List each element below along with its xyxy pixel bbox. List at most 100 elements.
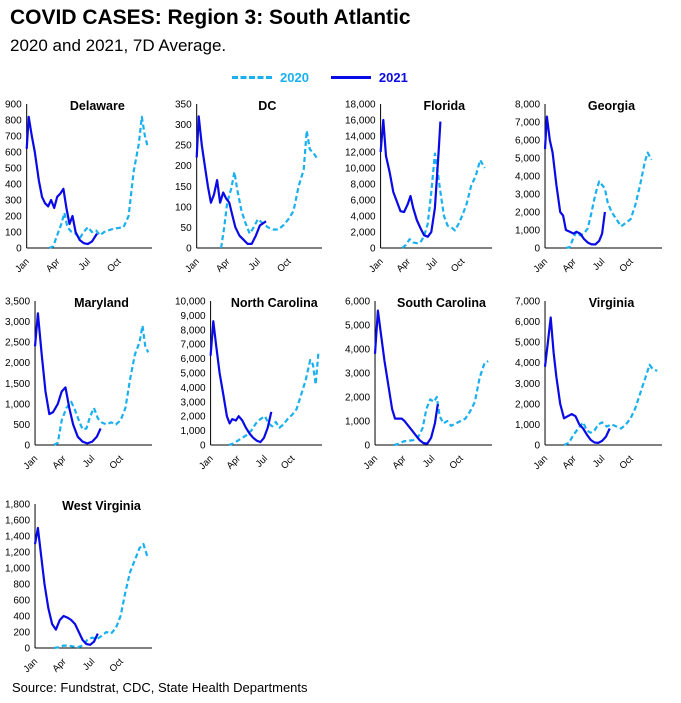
x-tick-label: Oct (275, 256, 293, 274)
y-tick-label: 150 (175, 182, 192, 193)
y-tick-label: 18,000 (345, 100, 376, 111)
series-line-2021 (373, 309, 439, 445)
y-tick-label: 8,000 (181, 325, 206, 336)
y-tick-label: 3,000 (181, 397, 206, 408)
y-tick-label: 1,000 (5, 564, 30, 575)
y-tick-label: 1,800 (5, 500, 30, 511)
x-tick-label: Jan (22, 656, 41, 675)
y-tick-label: 5,000 (345, 321, 370, 332)
series-line-2020 (401, 152, 486, 249)
x-tick-label: Jul (254, 453, 270, 469)
x-tick-label: Jul (591, 256, 607, 272)
series-line-2020 (48, 115, 149, 250)
y-tick-label: 10,000 (345, 164, 376, 175)
y-tick-label: 3,000 (515, 190, 540, 201)
y-tick-label: 0 (24, 441, 30, 452)
y-tick-label: 6,000 (351, 196, 376, 207)
x-tick-label: Jan (22, 453, 41, 472)
y-tick-label: 9,000 (181, 311, 206, 322)
y-tick-label: 1,200 (5, 548, 30, 559)
panel-title: Maryland (74, 296, 129, 310)
x-tick-label: Apr (214, 256, 232, 274)
y-tick-label: 600 (13, 596, 30, 607)
y-tick-label: 3,500 (5, 297, 30, 308)
y-tick-label: 800 (5, 116, 22, 127)
y-tick-label: 1,000 (515, 226, 540, 237)
panel-title: North Carolina (231, 296, 319, 310)
series-line-2021 (543, 316, 611, 444)
y-tick-label: 400 (5, 180, 22, 191)
series-line-2021 (543, 115, 606, 246)
y-tick-label: 100 (175, 202, 192, 213)
x-tick-label: Jan (532, 256, 551, 275)
x-tick-label: Jul (591, 453, 607, 469)
panel-virginia: 0 1,000 2,000 3,000 4,000 5,000 6,000 7,000 Jan A… (515, 296, 662, 472)
y-tick-label: 6,000 (181, 354, 206, 365)
x-tick-label: Apr (390, 453, 408, 471)
y-tick-label: 6,000 (345, 297, 370, 308)
y-tick-label: 4,000 (351, 212, 376, 223)
x-tick-label: Apr (50, 656, 68, 674)
y-tick-label: 3,000 (5, 317, 30, 328)
y-tick-label: 2,000 (515, 208, 540, 219)
legend-item-2021: 2021 (330, 70, 408, 85)
y-tick-label: 1,500 (5, 379, 30, 390)
x-tick-label: Apr (225, 453, 243, 471)
y-tick-label: 16,000 (345, 116, 376, 127)
x-tick-label: Apr (560, 453, 578, 471)
y-tick-label: 8,000 (351, 180, 376, 191)
y-tick-label: 2,000 (5, 358, 30, 369)
series-line-2021 (379, 118, 442, 238)
x-tick-label: Oct (108, 453, 126, 471)
y-tick-label: 200 (13, 628, 30, 639)
y-tick-label: 0 (200, 441, 206, 452)
y-tick-label: 6,000 (515, 317, 540, 328)
y-tick-label: 5,000 (515, 338, 540, 349)
legend-swatch-2020 (232, 76, 272, 79)
y-tick-label: 7,000 (181, 340, 206, 351)
series-line-2021 (33, 526, 99, 646)
y-tick-label: 14,000 (345, 132, 376, 143)
y-tick-label: 900 (5, 100, 22, 111)
y-tick-label: 0 (370, 244, 376, 255)
x-tick-label: Apr (50, 453, 68, 471)
y-tick-label: 6,000 (515, 136, 540, 147)
x-tick-label: Jan (197, 453, 216, 472)
y-tick-label: 0 (186, 244, 192, 255)
x-tick-label: Oct (618, 256, 636, 274)
y-tick-label: 1,600 (5, 516, 30, 527)
panel-delaware: 0 100 200 300 400 500 600 700 800 900 Jan Apr Jul Oct… (5, 99, 152, 275)
panel-title: South Carolina (397, 296, 487, 310)
panel-north-carolina: 0 1,000 2,000 3,000 4,000 5,000 6,000 7,000 8,00… (175, 296, 322, 472)
y-tick-label: 2,500 (5, 338, 30, 349)
panel-dc: 0 50 100 150 200 250 300 350 Jan Apr Jul Oct DC (175, 99, 322, 275)
y-tick-label: 2,000 (181, 412, 206, 423)
y-tick-label: 7,000 (515, 118, 540, 129)
series-line-2020 (228, 352, 320, 447)
x-tick-label: Jul (77, 256, 93, 272)
y-tick-label: 4,000 (181, 383, 206, 394)
panel-georgia: 0 1,000 2,000 3,000 4,000 5,000 6,000 7,000 8,00… (515, 99, 662, 275)
figure-title: COVID CASES: Region 3: South Atlantic (10, 6, 411, 29)
y-tick-label: 500 (13, 420, 30, 431)
x-tick-label: Apr (560, 256, 578, 274)
x-tick-label: Oct (448, 453, 466, 471)
panel-west-virginia: 0 200 400 600 800 1,000 1,200 1,400 1,600 1,800 Ja… (5, 499, 152, 675)
x-tick-label: Jul (81, 656, 97, 672)
panel-title: West Virginia (62, 499, 142, 513)
series-line-2020 (53, 324, 150, 446)
x-tick-label: Oct (108, 656, 126, 674)
y-tick-label: 1,000 (345, 417, 370, 428)
y-tick-label: 0 (16, 244, 22, 255)
y-tick-label: 2,000 (345, 393, 370, 404)
x-tick-label: Apr (395, 256, 413, 274)
y-tick-label: 0 (534, 441, 540, 452)
source-note: Source: Fundstrat, CDC, State Health Dep… (12, 680, 308, 695)
x-tick-label: Jan (367, 256, 386, 275)
x-tick-label: Oct (279, 453, 297, 471)
y-tick-label: 2,000 (351, 228, 376, 239)
legend-label-2021: 2021 (378, 70, 408, 85)
y-tick-label: 0 (534, 244, 540, 255)
